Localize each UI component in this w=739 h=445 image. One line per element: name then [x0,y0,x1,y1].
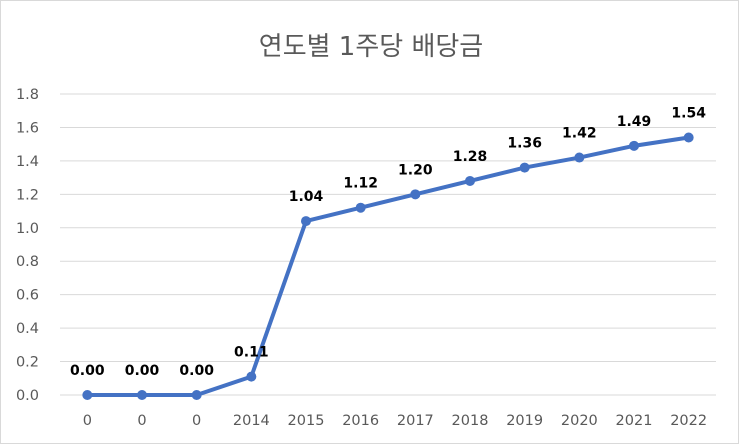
data-label: 1.42 [562,126,597,142]
data-point [683,132,694,143]
x-tick-label: 2015 [288,413,325,429]
x-tick-label: 2020 [561,413,598,429]
data-labels: 0.00 0.00 0.00 0.11 1.04 1.12 1.20 1.28 1.36 1.42… [70,105,706,379]
x-tick-label: 2019 [506,413,543,429]
data-label: 1.20 [398,162,433,178]
gridlines [60,93,716,396]
data-point [246,371,257,382]
x-tick-label: 2017 [397,413,434,429]
data-label: 1.54 [671,105,706,121]
data-label: 1.28 [453,149,488,165]
x-tick-label: 0 [137,413,146,429]
data-label: 0.00 [70,363,105,379]
data-point [465,175,475,186]
y-tick-label: 1.6 [16,120,39,136]
x-tick-label: 2016 [342,413,379,429]
y-tick-label: 1.0 [16,221,39,237]
x-tick-label: 0 [83,413,92,429]
y-tick-label: 0.0 [16,388,39,404]
data-point [191,390,202,400]
x-axis-ticks: 0 0 0 2014 2015 2016 2017 2018 2019 2020 2021 2022 [83,413,707,429]
x-tick-label: 2014 [233,413,270,429]
y-tick-label: 0.2 [16,355,39,371]
y-tick-label: 1.8 [16,87,39,103]
data-point [629,140,639,151]
data-point [410,189,421,200]
y-axis-ticks: 0.0 0.2 0.4 0.6 0.8 1.0 1.2 1.4 1.6 1.8 [16,87,39,404]
data-point [82,390,93,400]
y-tick-label: 1.2 [16,187,39,203]
chart-title: 연도별 1주당 배당금 [259,32,483,62]
data-label: 1.49 [617,114,652,130]
x-tick-label: 2018 [452,413,489,429]
y-tick-label: 0.4 [16,321,39,337]
data-point [137,390,147,400]
data-label: 0.00 [179,363,214,379]
series-line [85,135,691,397]
x-tick-label: 2021 [616,413,653,429]
series-layer [82,132,694,400]
y-tick-label: 0.8 [16,254,39,270]
x-tick-label: 0 [192,413,201,429]
data-label: 0.00 [125,363,160,379]
y-tick-label: 0.6 [16,288,39,304]
data-label: 1.12 [343,176,378,192]
data-label: 1.36 [507,136,542,152]
y-tick-label: 1.4 [16,154,39,170]
data-point [355,202,366,213]
data-point [519,162,530,173]
data-label: 0.11 [234,345,269,361]
data-point [301,216,311,227]
data-label: 1.04 [289,189,324,205]
data-point [574,152,585,163]
x-tick-label: 2022 [670,413,707,429]
